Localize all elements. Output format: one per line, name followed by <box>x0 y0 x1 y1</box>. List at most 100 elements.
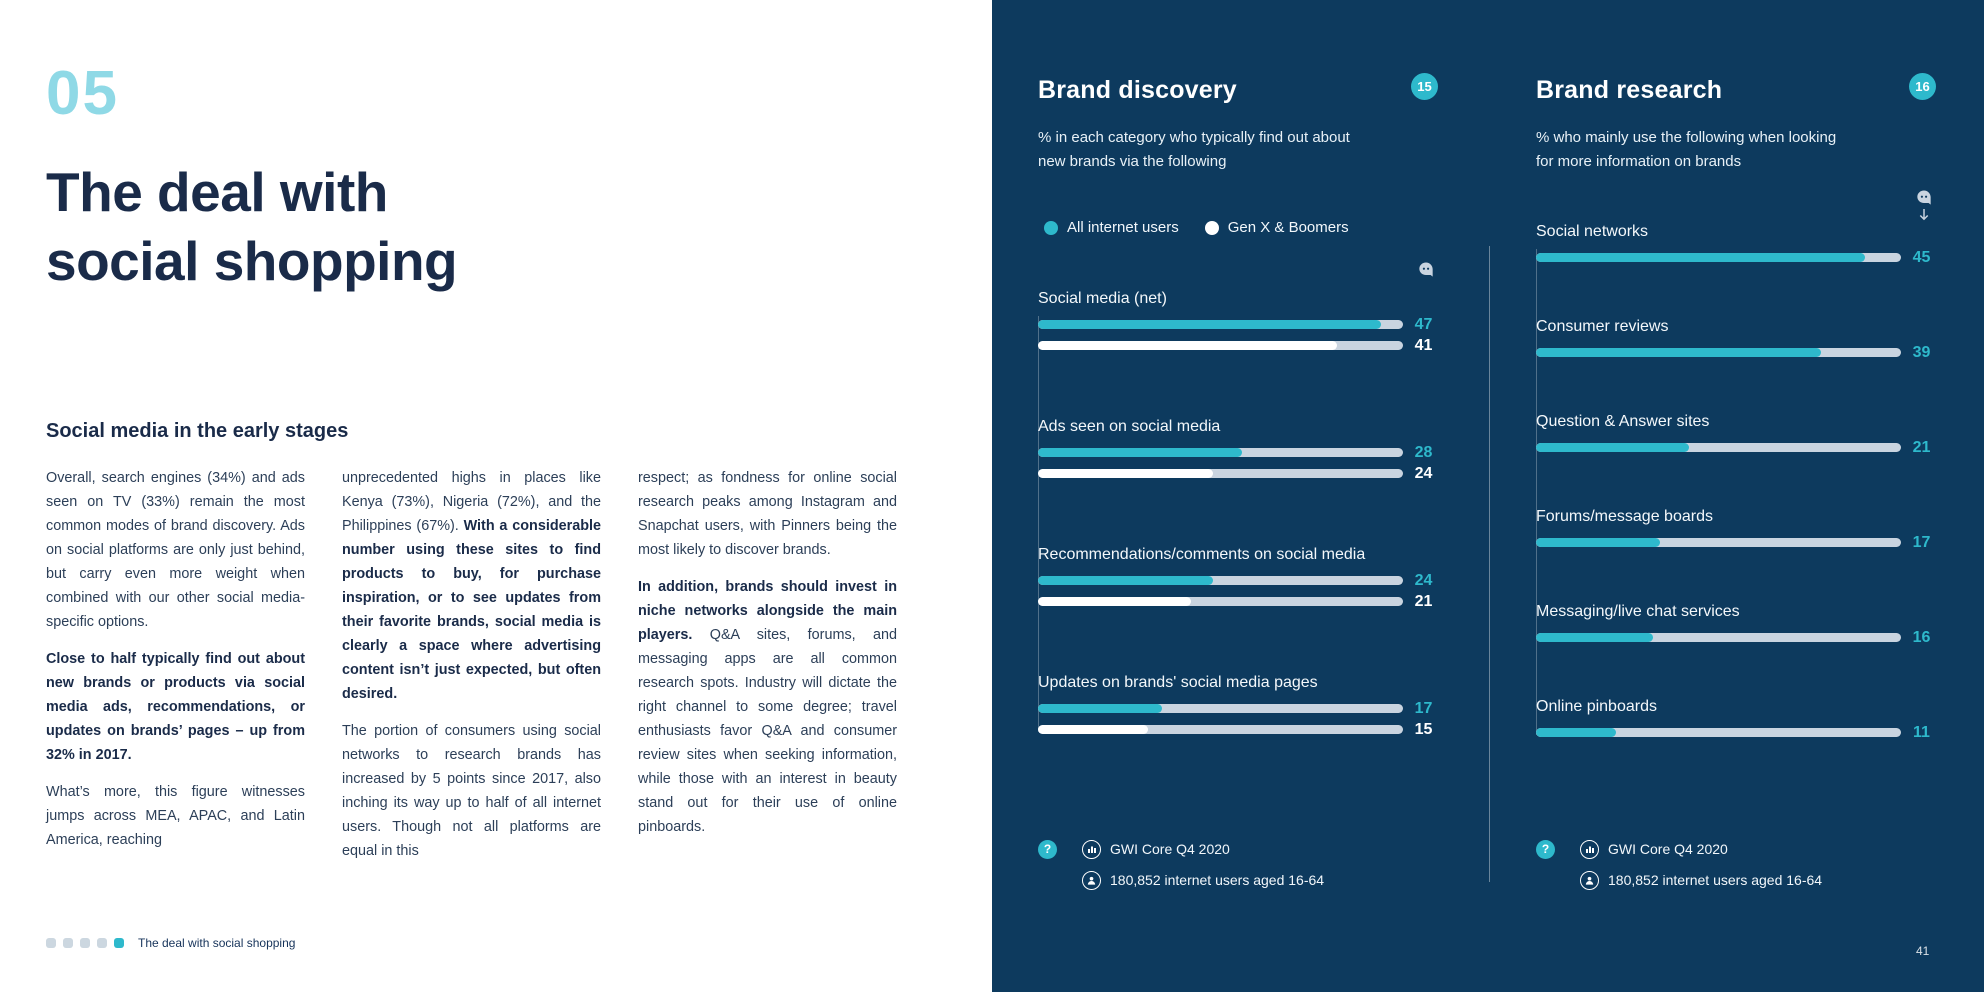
source-icon[interactable] <box>1580 839 1599 859</box>
source-row: ? GWI Core Q4 2020 <box>1536 838 1822 860</box>
bar-row: 41 <box>1038 337 1440 354</box>
body-paragraph: Close to half typically find out about n… <box>46 651 305 763</box>
bar-group: Social networks 45 <box>1536 223 1938 266</box>
bar-row: 28 <box>1038 444 1440 461</box>
bar-value: 24 <box>1414 465 1433 482</box>
bar-fill <box>1038 320 1382 329</box>
chart-title: Brand discovery <box>1038 76 1237 104</box>
sort-descending-icon[interactable] <box>1914 188 1934 222</box>
article-column-1: Overall, search engines (34%) and ads se… <box>46 466 305 876</box>
bar-track <box>1038 576 1403 585</box>
bar-row: 47 <box>1038 316 1440 333</box>
bar-group: Social media (net) 47 41 <box>1038 290 1440 354</box>
bar-fill <box>1536 253 1865 262</box>
bar-group: Consumer reviews 39 <box>1536 318 1938 361</box>
body-paragraph: In addition, brands should invest in nic… <box>638 579 897 835</box>
bar-track <box>1038 704 1403 713</box>
bar-track <box>1536 253 1901 262</box>
chart-divider <box>1489 246 1490 882</box>
bar-value: 28 <box>1414 444 1433 461</box>
bar-track <box>1536 348 1901 357</box>
chapter-number: 05 <box>46 59 119 128</box>
bar-fill <box>1038 469 1214 478</box>
pagination-dot <box>46 938 56 948</box>
audience-ghost-icon <box>1416 260 1436 285</box>
bar-label: Ads seen on social media <box>1038 418 1221 435</box>
bar-label: Recommendations/comments on social media <box>1038 546 1366 563</box>
bar-fill <box>1536 728 1617 737</box>
bar-track <box>1536 633 1901 642</box>
body-paragraph: What’s more, this figure witnesses jumps… <box>46 784 305 848</box>
bar-label: Social networks <box>1536 223 1649 240</box>
legend-dot <box>1044 220 1058 235</box>
bar-fill <box>1536 348 1821 357</box>
source-row: ? GWI Core Q4 2020 <box>1038 838 1324 860</box>
chart-legend: All internet users Gen X & Boomers <box>1044 219 1349 236</box>
bar-value: 17 <box>1414 700 1433 717</box>
bar-value: 11 <box>1913 724 1930 741</box>
bar-track <box>1536 538 1901 547</box>
charts-panel-background <box>992 0 1984 992</box>
body-paragraph: The portion of consumers using social ne… <box>342 723 601 859</box>
bar-value: 47 <box>1414 316 1433 333</box>
bar-group: Ads seen on social media 28 24 <box>1038 418 1440 482</box>
bar-fill <box>1038 576 1214 585</box>
bar-row: 15 <box>1038 721 1440 738</box>
bar-label: Updates on brands' social media pages <box>1038 674 1318 691</box>
bar-value: 21 <box>1414 593 1433 610</box>
bar-group: Updates on brands' social media pages 17 1… <box>1038 674 1440 738</box>
bar-row: 45 <box>1536 249 1938 266</box>
bar-label: Social media (net) <box>1038 290 1167 307</box>
chart-subtitle: % who mainly use the following when look… <box>1536 129 1837 170</box>
bar-row: 39 <box>1536 344 1938 361</box>
bar-value: 39 <box>1912 344 1931 361</box>
bar-value: 21 <box>1912 439 1931 456</box>
bar-row: 17 <box>1536 534 1938 551</box>
article-columns: Overall, search engines (34%) and ads se… <box>46 466 897 876</box>
bar-label: Question & Answer sites <box>1536 413 1710 430</box>
pagination-dot <box>114 938 124 948</box>
bar-fill <box>1038 704 1163 713</box>
legend-label: Gen X & Boomers <box>1227 219 1349 236</box>
base-audience-icon[interactable] <box>1580 870 1599 890</box>
section-heading: Social media in the early stages <box>46 420 349 442</box>
bar-track <box>1536 443 1901 452</box>
bar-value: 15 <box>1414 721 1433 738</box>
pagination-dot <box>97 938 107 948</box>
article-column-2: unprecedented highs in places like Kenya… <box>342 466 601 876</box>
source-icon[interactable] <box>1082 839 1101 859</box>
bar-row: 24 <box>1038 465 1440 482</box>
bar-track <box>1038 725 1403 734</box>
bar-groups: Social networks 45 Consumer reviews 39 Quest… <box>1536 223 1938 741</box>
bar-fill <box>1038 725 1148 734</box>
bar-fill <box>1536 633 1653 642</box>
base-audience-icon[interactable] <box>1082 870 1101 890</box>
page-title-line1: The deal with <box>46 161 388 223</box>
bar-fill <box>1038 448 1243 457</box>
methodology-icon[interactable]: ? <box>1038 839 1057 859</box>
bar-track <box>1038 469 1403 478</box>
chart-subtitle: % in each category who typically find ou… <box>1038 129 1350 170</box>
bar-track <box>1038 597 1403 606</box>
bar-fill <box>1038 597 1192 606</box>
bar-row: 21 <box>1038 593 1440 610</box>
chart-header: Brand research 16 <box>1536 73 1938 110</box>
bar-value: 16 <box>1912 629 1931 646</box>
chart-number-badge: 16 <box>1909 73 1936 100</box>
legend-item: All internet users <box>1044 219 1179 236</box>
bar-group: Question & Answer sites 21 <box>1536 413 1938 456</box>
bar-row: 16 <box>1536 629 1938 646</box>
bar-groups: Social media (net) 47 41 Ads seen on social… <box>1038 290 1440 738</box>
bar-group: Online pinboards 11 <box>1536 698 1938 741</box>
bar-row: 21 <box>1536 439 1938 456</box>
body-paragraph: respect; as fondness for online social r… <box>638 470 897 558</box>
methodology-icon[interactable]: ? <box>1536 839 1555 859</box>
pagination-dot <box>80 938 90 948</box>
bar-fill <box>1536 538 1661 547</box>
page-footer: The deal with social shopping <box>46 936 295 950</box>
bar-group: Messaging/live chat services 16 <box>1536 603 1938 646</box>
pagination-dot <box>63 938 73 948</box>
source-text: GWI Core Q4 2020 <box>1608 841 1728 857</box>
page-title: The deal with social shopping <box>46 158 458 296</box>
